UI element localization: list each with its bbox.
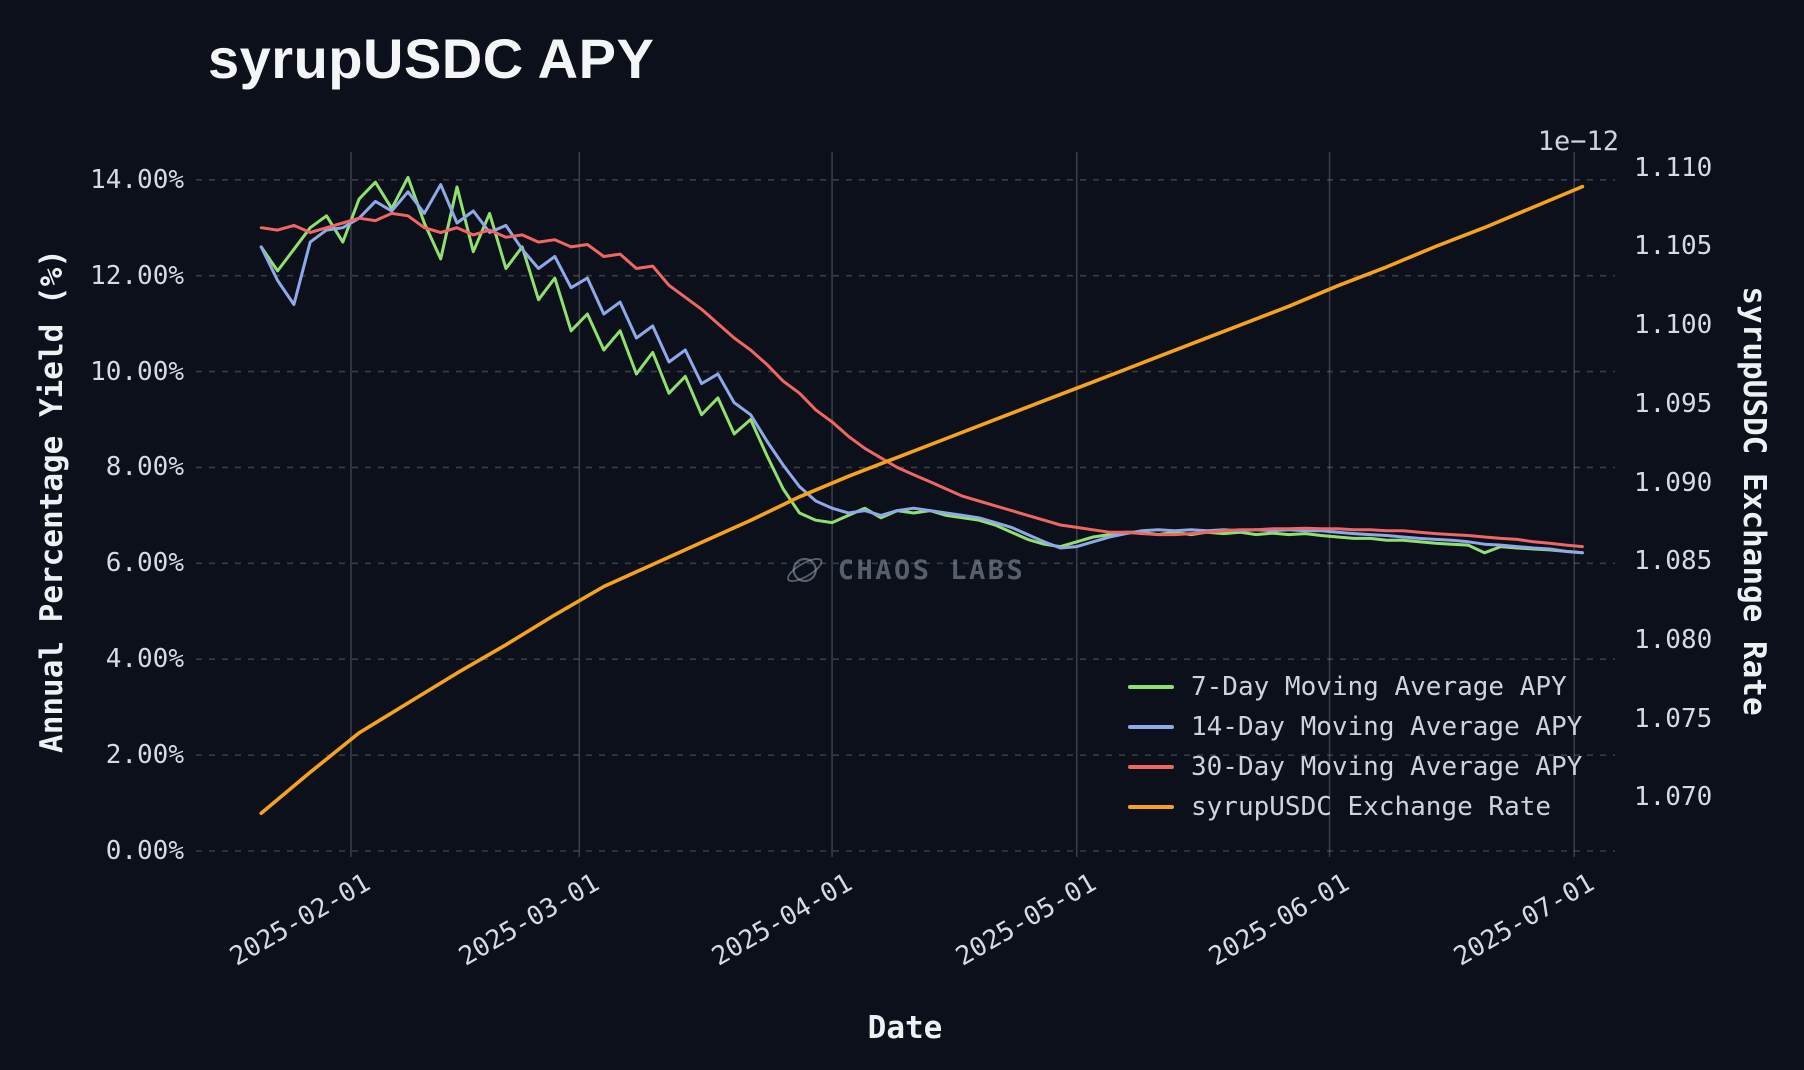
- series-line-14-day-moving-average-apy: [259, 183, 1584, 555]
- legend-item: 30-Day Moving Average APY: [1128, 752, 1582, 782]
- y-right-tick-label: 1.075: [1634, 703, 1713, 734]
- legend: 7-Day Moving Average APY 14-Day Moving Av…: [1128, 672, 1582, 822]
- y-right-tick-label: 1.090: [1634, 467, 1713, 498]
- y-left-tick-label: 14.00%: [90, 164, 184, 195]
- legend-item: syrupUSDC Exchange Rate: [1128, 792, 1582, 822]
- legend-label: syrupUSDC Exchange Rate: [1191, 792, 1552, 822]
- y-right-tick-label: 1.105: [1634, 231, 1713, 262]
- y-right-offset-label: 1e−12: [1537, 126, 1619, 157]
- y-left-tick-label: 4.00%: [105, 644, 184, 675]
- chart-title: syrupUSDC APY: [208, 27, 655, 90]
- legend-label: 14-Day Moving Average APY: [1191, 712, 1583, 742]
- y-right-axis-title: syrupUSDC Exchange Rate: [1736, 286, 1772, 716]
- y-right-tick-label: 1.070: [1634, 782, 1713, 813]
- y-right-tick-label: 1.095: [1634, 388, 1713, 419]
- series-line-30-day-moving-average-apy: [259, 211, 1584, 549]
- legend-label: 30-Day Moving Average APY: [1191, 752, 1583, 782]
- y-left-tick-label: 8.00%: [105, 452, 184, 483]
- legend-color-swatch: [1128, 685, 1174, 689]
- y-right-tick-label: 1.080: [1634, 625, 1713, 656]
- legend-color-swatch: [1128, 765, 1174, 769]
- y-right-tick-label: 1.085: [1634, 546, 1713, 577]
- watermark: CHAOS LABS: [785, 550, 1026, 590]
- chaos-labs-logo-icon: [787, 557, 823, 583]
- legend-color-swatch: [1128, 805, 1174, 809]
- y-right-tick-label: 1.100: [1634, 310, 1713, 341]
- y-left-tick-label: 12.00%: [90, 260, 184, 291]
- series-line-syrupusdc-exchange-rate: [259, 184, 1585, 816]
- y-right-tick-label: 1.110: [1634, 152, 1713, 183]
- watermark-text: CHAOS LABS: [837, 554, 1026, 586]
- legend-label: 7-Day Moving Average APY: [1191, 672, 1567, 702]
- y-left-tick-label: 10.00%: [90, 356, 184, 387]
- legend-item: 7-Day Moving Average APY: [1128, 672, 1582, 702]
- legend-item: 14-Day Moving Average APY: [1128, 712, 1582, 742]
- legend-color-swatch: [1128, 725, 1174, 729]
- x-axis-title: Date: [867, 1010, 943, 1046]
- series-line-7-day-moving-average-apy: [259, 175, 1584, 555]
- y-left-axis-title: Annual Percentage Yield (%): [34, 249, 70, 753]
- y-left-tick-label: 0.00%: [105, 836, 184, 866]
- y-left-tick-label: 2.00%: [105, 740, 184, 771]
- y-left-tick-label: 6.00%: [105, 548, 184, 579]
